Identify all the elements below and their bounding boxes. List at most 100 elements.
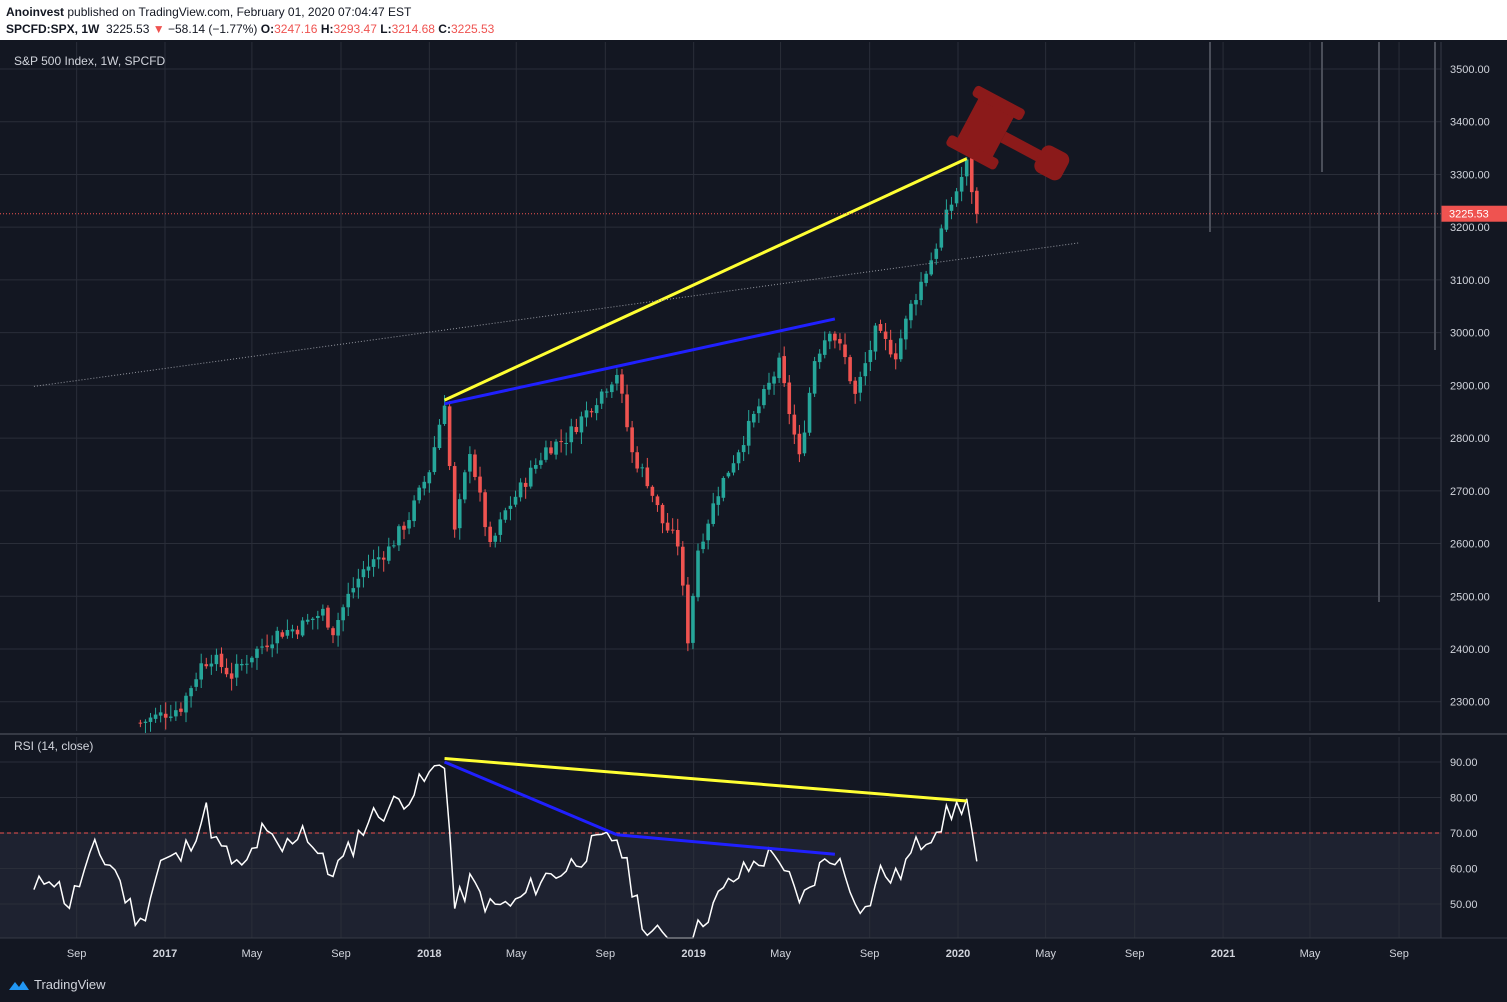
y-tick-label: 3400.00 xyxy=(1450,117,1490,129)
tradingview-brand[interactable]: TradingView xyxy=(34,977,106,992)
candle-body xyxy=(828,333,832,342)
candle-body xyxy=(944,209,949,230)
candle-body xyxy=(640,467,645,469)
candle-body xyxy=(371,559,376,567)
tradingview-logo-icon[interactable] xyxy=(8,978,30,992)
candle-body xyxy=(199,663,204,680)
candle-body xyxy=(660,504,665,524)
candle-body xyxy=(498,519,503,535)
candle-body xyxy=(681,546,685,586)
candle-body xyxy=(234,663,239,678)
candle-body xyxy=(711,503,716,524)
chart-canvas[interactable]: 3225.53 Sep 2017 May Sep 2018 May Sep 2019 May Se… xyxy=(0,40,1507,968)
y-tick-label: 3200.00 xyxy=(1450,222,1490,234)
grid-lines xyxy=(0,42,1441,938)
candle-body xyxy=(782,356,786,384)
candle-body xyxy=(488,526,492,543)
low-value: 3214.68 xyxy=(391,22,435,36)
candle-body xyxy=(858,376,863,393)
candle-body xyxy=(463,472,467,500)
rsi-tick-label: 90.00 xyxy=(1450,757,1478,769)
y-tick-label: 2600.00 xyxy=(1450,539,1490,551)
rsi-tick-label: 70.00 xyxy=(1450,828,1478,840)
candle-body xyxy=(153,714,158,719)
price-annotations[interactable]: 3225.53 xyxy=(0,84,1507,406)
candle-body xyxy=(645,467,650,487)
candle-body xyxy=(331,628,335,636)
rsi-band xyxy=(0,833,1441,938)
y-tick-label: 2500.00 xyxy=(1450,591,1490,603)
rsi-blue-trendline xyxy=(443,760,618,837)
candle-body xyxy=(584,410,589,418)
last-price-label: 3225.53 xyxy=(1449,209,1489,221)
candle-body xyxy=(326,607,330,628)
x-tick-label: May xyxy=(770,948,791,960)
candle-body xyxy=(843,344,847,358)
close-label: C: xyxy=(438,22,451,36)
x-tick-label: Sep xyxy=(596,948,616,960)
candle-body xyxy=(751,413,756,423)
candle-body xyxy=(954,191,959,204)
candle-body xyxy=(265,645,269,648)
publish-info: Anoinvest published on TradingView.com, … xyxy=(6,5,411,19)
candle-body xyxy=(787,382,792,415)
candle-body xyxy=(245,663,249,665)
candle-body xyxy=(909,303,913,321)
footer-bar xyxy=(0,968,1507,1002)
main-pane-title: S&P 500 Index, 1W, SPCFD xyxy=(14,54,166,68)
candle-body xyxy=(219,653,224,668)
rsi-plot xyxy=(0,756,1441,939)
candle-body xyxy=(250,657,254,663)
x-tick-label: 2018 xyxy=(417,948,441,960)
candle-body xyxy=(914,300,918,305)
candle-body xyxy=(919,281,923,300)
candle-body xyxy=(341,607,345,621)
rsi-line xyxy=(33,764,978,939)
candle-body xyxy=(635,452,639,469)
y-tick-label: 3500.00 xyxy=(1450,64,1490,76)
candle-body xyxy=(630,427,634,453)
candle-body xyxy=(959,176,964,192)
rsi-yellow-trendline xyxy=(444,756,967,803)
y-tick-label: 2300.00 xyxy=(1450,697,1490,709)
candle-body xyxy=(741,445,746,453)
candle-body xyxy=(757,406,761,414)
candle-body xyxy=(934,248,939,259)
x-tick-label: May xyxy=(242,948,263,960)
y-tick-label: 3000.00 xyxy=(1450,328,1490,340)
candle-body xyxy=(239,664,244,666)
candle-body xyxy=(848,357,852,382)
candle-body xyxy=(544,447,548,460)
candle-body xyxy=(929,260,934,275)
candle-body xyxy=(853,380,857,394)
y-tick-label: 2400.00 xyxy=(1450,644,1490,656)
publisher-name[interactable]: Anoinvest xyxy=(6,5,65,19)
rsi-tick-label: 80.00 xyxy=(1450,793,1478,805)
candle-body xyxy=(655,496,660,506)
publish-header: Anoinvest published on TradingView.com, … xyxy=(0,0,1507,40)
price-change: −58.14 (−1.77%) xyxy=(168,22,258,36)
candle-body xyxy=(179,708,183,712)
candle-body xyxy=(574,426,579,433)
close-value: 3225.53 xyxy=(450,22,495,36)
candle-body xyxy=(696,550,700,598)
candle-body xyxy=(386,546,391,561)
candle-body xyxy=(275,630,280,644)
candle-body xyxy=(209,663,214,667)
high-value: 3293.47 xyxy=(333,22,377,36)
gavel-cap xyxy=(972,85,1025,120)
current-price: 3225.53 xyxy=(106,22,150,36)
x-tick-label: May xyxy=(1035,948,1056,960)
candle-body xyxy=(594,405,599,414)
candle-body xyxy=(148,717,153,722)
candle-body xyxy=(675,529,680,547)
price-axes[interactable]: Sep 2017 May Sep 2018 May Sep 2019 May Sep 2020 May… xyxy=(0,42,1507,960)
candle-body xyxy=(726,472,731,477)
x-tick-label: Sep xyxy=(67,948,87,960)
candle-body xyxy=(904,318,908,340)
candle-body xyxy=(802,432,807,454)
candle-body xyxy=(549,447,553,454)
x-tick-label: Sep xyxy=(860,948,880,960)
candle-body xyxy=(513,496,518,505)
open-value: 3247.16 xyxy=(274,22,318,36)
